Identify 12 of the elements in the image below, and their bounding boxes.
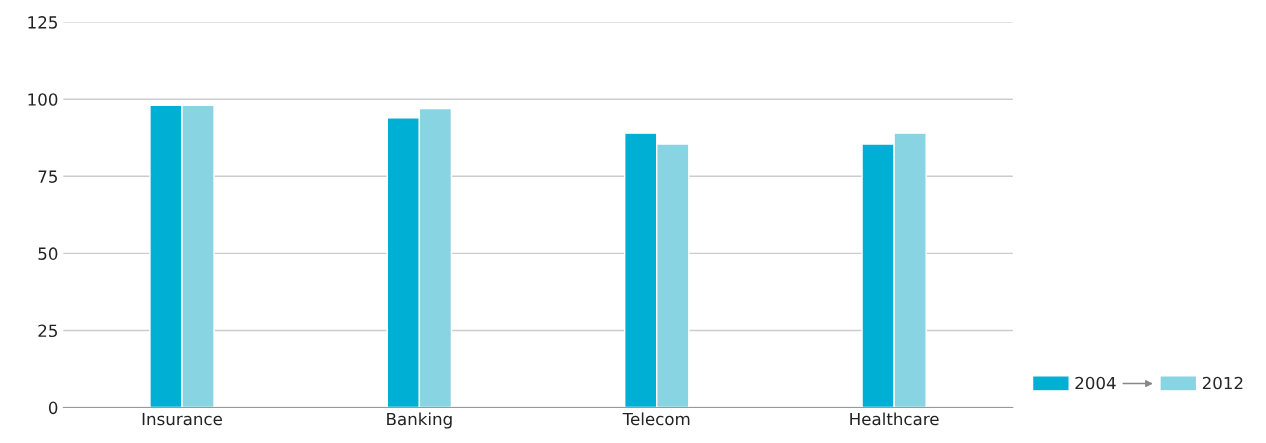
x-tick-label: Telecom <box>622 412 690 426</box>
y-tick-label: 75 <box>38 170 57 183</box>
legend-label: 2004 <box>1075 376 1116 390</box>
y-tick-label: 125 <box>28 16 57 29</box>
y-tick-label: 50 <box>38 247 58 260</box>
y-tick-label: 0 <box>48 401 58 415</box>
y-tick-label: 25 <box>38 324 57 338</box>
y-tick-label: 100 <box>28 93 58 106</box>
x-tick-label: Banking <box>387 412 452 429</box>
x-tick-label: Insurance <box>142 412 222 426</box>
x-tick-label: Healthcare <box>850 412 939 426</box>
legend-label: 2012 <box>1202 376 1243 390</box>
